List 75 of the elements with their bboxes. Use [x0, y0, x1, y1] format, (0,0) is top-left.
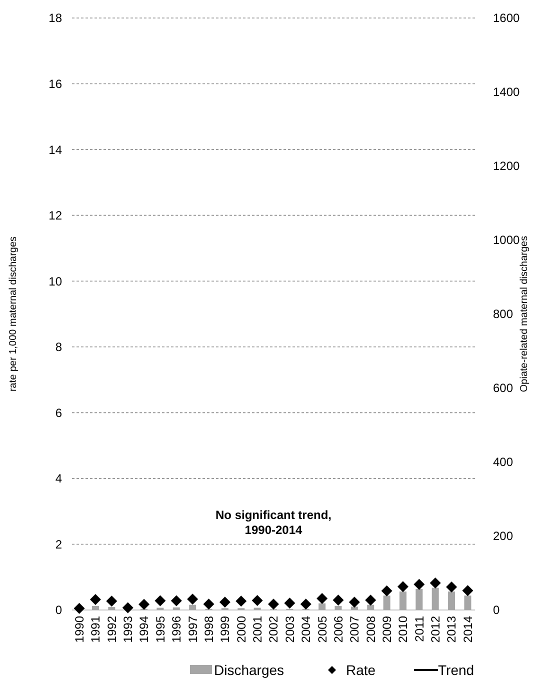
y2-axis-title: Opiate-related maternal discharges: [519, 236, 530, 392]
point: [203, 598, 214, 610]
x-tick-label: 2007: [348, 616, 362, 643]
point: [138, 598, 150, 610]
x-tick-label: 2012: [428, 616, 443, 643]
point: [252, 594, 263, 606]
point: [90, 594, 101, 605]
point: [414, 578, 425, 590]
point: [284, 598, 296, 609]
x-tick-label: 2005: [315, 616, 330, 643]
x-tick-label: 2000: [234, 616, 248, 643]
point: [106, 596, 118, 607]
point: [397, 581, 408, 592]
y-tick-label: 14: [48, 142, 62, 157]
x-tick-label: 2010: [396, 616, 410, 643]
x-tick-label: 1999: [218, 616, 232, 643]
y2-tick-label: 1400: [493, 85, 520, 100]
x-tick-label: 2006: [331, 616, 346, 643]
y-tick-label: 2: [55, 537, 62, 552]
y-tick-label: 10: [48, 274, 62, 288]
x-tick-label: 2009: [380, 616, 394, 643]
y-axis-title: rate per 1,000 maternal discharges: [8, 236, 19, 392]
x-tick-label: 2002: [266, 616, 281, 643]
y2-tick-label: 0: [493, 603, 500, 618]
x-tick-label: 1994: [137, 616, 152, 643]
point: [300, 598, 312, 610]
x-tick-label: 1996: [170, 616, 184, 643]
y2-tick-label: 1200: [493, 159, 520, 174]
x-tick-label: 2004: [299, 616, 314, 643]
y-tick-label: 8: [55, 340, 62, 354]
point: [332, 594, 344, 606]
point: [74, 602, 85, 614]
point: [154, 595, 166, 606]
legend-label: Trend: [438, 662, 474, 678]
x-tick-label: 2011: [412, 616, 426, 642]
y2-tick-label: 600: [493, 381, 514, 396]
y2-tick-label: 1600: [493, 11, 520, 26]
point: [365, 594, 376, 606]
x-tick-label: 1997: [186, 616, 200, 643]
x-tick-label: 2014: [460, 616, 475, 643]
y-tick-label: 0: [55, 603, 62, 618]
x-tick-label: 1998: [202, 616, 216, 643]
y-tick-label: 6: [55, 406, 62, 420]
point: [268, 598, 279, 610]
x-tick-label: 2013: [444, 616, 459, 643]
y-tick-label: 12: [48, 208, 62, 223]
y-tick-label: 16: [48, 76, 62, 91]
point: [236, 596, 247, 607]
x-tick-label: 2001: [250, 616, 265, 643]
point: [316, 592, 328, 604]
legend-label: Discharges: [214, 662, 284, 678]
x-tick-label: 2008: [364, 616, 378, 643]
y-tick-label: 4: [55, 472, 62, 486]
y2-tick-label: 800: [493, 307, 514, 322]
x-tick-label: 1992: [104, 616, 119, 643]
x-tick-label: 1993: [121, 616, 136, 643]
y2-tick-label: 1000: [493, 233, 520, 248]
x-tick-label: 1995: [153, 616, 168, 643]
x-tick-label: 2003: [282, 616, 297, 643]
annotation: No significant trend, 1990-2014: [215, 508, 332, 537]
point: [430, 578, 441, 589]
point: [170, 595, 182, 606]
y2-tick-label: 400: [493, 455, 514, 470]
legend-label: Rate: [346, 662, 376, 678]
point: [219, 596, 230, 608]
y2-tick-label: 200: [493, 529, 514, 544]
point: [122, 602, 134, 614]
point: [446, 581, 458, 592]
x-tick-label: 1991: [88, 616, 103, 643]
y-tick-label: 18: [48, 11, 62, 26]
point: [381, 585, 392, 596]
point: [462, 585, 474, 596]
point: [187, 594, 198, 605]
x-tick-label: 1990: [72, 616, 86, 643]
point: [348, 596, 360, 608]
